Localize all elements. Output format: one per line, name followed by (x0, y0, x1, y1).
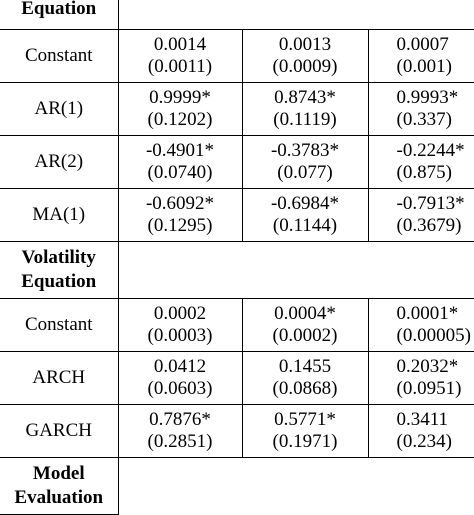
coefficient-value: -0.7913* (397, 193, 474, 215)
section-header-row: Equation (0, 0, 474, 30)
coefficient-value: 0.0002 (119, 303, 242, 325)
coefficient-value: 0.0004* (243, 303, 368, 325)
table-cell: 0.0002(0.0003) (118, 299, 242, 352)
coefficient-value: 0.0412 (119, 356, 242, 378)
section-empty-cell (118, 458, 474, 515)
section-label: Equation (0, 0, 118, 21)
coefficient-value: 0.3411 (397, 409, 474, 431)
table-cell: 0.7876*(0.2851) (118, 405, 242, 458)
table-cell: -0.3783*(0.077) (242, 136, 368, 189)
standard-error: (0.234) (397, 431, 474, 453)
coefficient-value: 0.9999* (119, 87, 242, 109)
coefficient-value: 0.1455 (243, 356, 368, 378)
standard-error: (0.0740) (119, 162, 242, 184)
table-row: AR(2)-0.4901*(0.0740)-0.3783*(0.077)-0.2… (0, 136, 474, 189)
table-cell: -0.7913*(0.3679) (368, 189, 474, 242)
standard-error: (0.1202) (119, 109, 242, 131)
standard-error: (0.1144) (243, 215, 368, 237)
standard-error: (0.0003) (119, 325, 242, 347)
section-label-cell: Equation (0, 0, 118, 30)
coefficient-value: 0.0007 (397, 34, 474, 56)
coefficient-value: 0.2032* (397, 356, 474, 378)
table-cell: 0.5771*(0.1971) (242, 405, 368, 458)
standard-error: (0.0011) (119, 56, 242, 78)
standard-error: (0.001) (397, 56, 474, 78)
table-cell: -0.4901*(0.0740) (118, 136, 242, 189)
table-cell: 0.0412(0.0603) (118, 352, 242, 405)
standard-error: (0.0009) (243, 56, 368, 78)
row-label: AR(2) (0, 136, 118, 189)
coefficient-value: -0.3783* (243, 140, 368, 162)
row-label: AR(1) (0, 83, 118, 136)
coefficient-value: 0.7876* (119, 409, 242, 431)
table-cell: 0.0014(0.0011) (118, 30, 242, 83)
table-cell: 0.0004*(0.0002) (242, 299, 368, 352)
coefficient-value: -0.6092* (119, 193, 242, 215)
table-row: AR(1)0.9999*(0.1202)0.8743*(0.1119)0.999… (0, 83, 474, 136)
standard-error: (0.2851) (119, 431, 242, 453)
row-label: Constant (0, 30, 118, 83)
section-empty-cell (118, 242, 474, 299)
coefficient-value: 0.8743* (243, 87, 368, 109)
coefficient-value: 0.5771* (243, 409, 368, 431)
table-cell: -0.6984*(0.1144) (242, 189, 368, 242)
table-cell: 0.9999*(0.1202) (118, 83, 242, 136)
table-cell: 0.0001*(0.00005) (368, 299, 474, 352)
table-cell: 0.9993*(0.337) (368, 83, 474, 136)
standard-error: (0.0951) (397, 378, 474, 400)
table-cell: 0.8743*(0.1119) (242, 83, 368, 136)
coefficient-value: 0.9993* (397, 87, 474, 109)
section-label: Volatility (0, 246, 118, 270)
standard-error: (0.0002) (243, 325, 368, 347)
standard-error: (0.1119) (243, 109, 368, 131)
standard-error: (0.337) (397, 109, 474, 131)
coefficient-value: -0.4901* (119, 140, 242, 162)
row-label: ARCH (0, 352, 118, 405)
table-cell: 0.0013(0.0009) (242, 30, 368, 83)
table-cell: -0.2244*(0.875) (368, 136, 474, 189)
standard-error: (0.0603) (119, 378, 242, 400)
table-cell: -0.6092*(0.1295) (118, 189, 242, 242)
coefficient-value: 0.0014 (119, 34, 242, 56)
section-empty-cell (118, 0, 474, 30)
standard-error: (0.1295) (119, 215, 242, 237)
section-label: Equation (0, 270, 118, 294)
row-label: Constant (0, 299, 118, 352)
standard-error: (0.1971) (243, 431, 368, 453)
standard-error: (0.875) (397, 162, 474, 184)
coefficient-value: -0.2244* (397, 140, 474, 162)
section-label: Evaluation (0, 486, 118, 510)
standard-error: (0.00005) (397, 325, 474, 347)
table-cell: 0.2032*(0.0951) (368, 352, 474, 405)
table-cell: 0.1455(0.0868) (242, 352, 368, 405)
standard-error: (0.0868) (243, 378, 368, 400)
coefficient-value: 0.0001* (397, 303, 474, 325)
coefficient-value: -0.6984* (243, 193, 368, 215)
standard-error: (0.077) (243, 162, 368, 184)
section-label: Model (0, 462, 118, 486)
standard-error: (0.3679) (397, 215, 474, 237)
table-cell: 0.3411(0.234) (368, 405, 474, 458)
coefficient-value: 0.0013 (243, 34, 368, 56)
table-cell: 0.0007(0.001) (368, 30, 474, 83)
row-label: GARCH (0, 405, 118, 458)
row-label: MA(1) (0, 189, 118, 242)
table-row: MA(1)-0.6092*(0.1295)-0.6984*(0.1144)-0.… (0, 189, 474, 242)
